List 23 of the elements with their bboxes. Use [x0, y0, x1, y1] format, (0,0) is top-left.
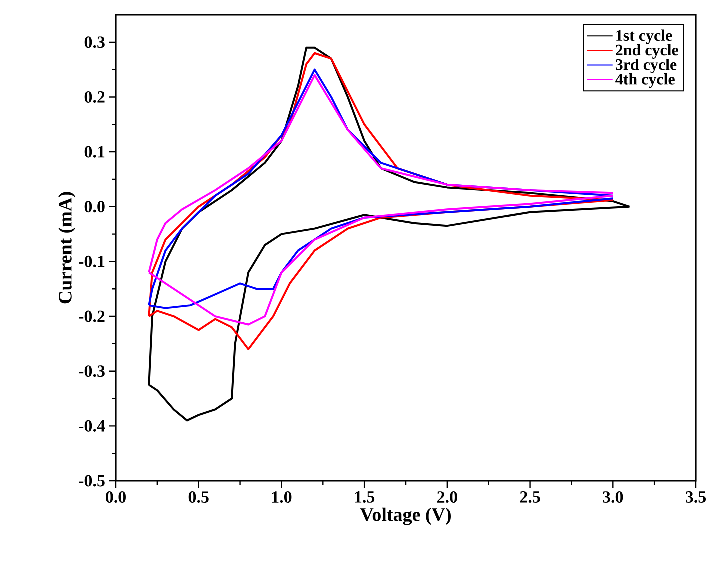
x-tick-label: 0.0: [106, 492, 126, 504]
legend-label: 4th cycle: [616, 74, 675, 88]
x-tick-label: 2.0: [438, 492, 458, 504]
legend-label: 2nd cycle: [616, 44, 678, 59]
x-tick-label: 1.5: [355, 492, 375, 503]
x-axis-title: Voltage (V): [360, 508, 451, 526]
y-axis-title: Current (mA): [58, 192, 76, 304]
y-tick-label: 0.0: [84, 201, 105, 213]
y-tick-label: 0.1: [84, 146, 105, 158]
x-tick-label: 3.0: [603, 492, 624, 504]
y-tick-label: -0.5: [79, 475, 105, 487]
x-tick-label: 3.5: [686, 492, 706, 504]
y-tick-label: -0.3: [79, 366, 105, 378]
legend-label: 1st cycle: [616, 30, 672, 44]
x-tick-label: 2.5: [520, 492, 540, 504]
y-tick-label: 0.2: [84, 91, 105, 104]
y-tick-label: -0.4: [79, 420, 106, 432]
y-tick-label: 0.3: [84, 36, 105, 48]
y-tick-label: -0.2: [79, 310, 105, 322]
x-tick-label: 0.5: [188, 492, 209, 504]
legend-label: 3rd cycle: [616, 58, 677, 74]
y-tick-label: -0.1: [79, 256, 105, 268]
x-tick-label: 1.0: [272, 492, 292, 504]
